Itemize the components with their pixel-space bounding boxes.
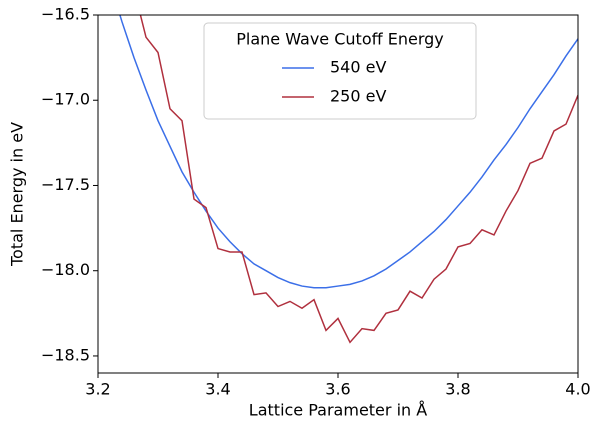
x-tick-label: 4.0 [565,380,590,399]
y-tick-label: −18.0 [41,260,90,279]
legend-label: 540 eV [330,58,386,77]
y-tick-label: −18.5 [41,345,90,364]
series-line [119,15,578,289]
legend-title: Plane Wave Cutoff Energy [236,30,443,49]
x-tick-label: 3.8 [445,380,470,399]
x-axis-label: Lattice Parameter in Å [249,401,427,420]
legend-label: 250 eV [330,87,386,106]
y-tick-label: −17.5 [41,175,90,194]
plot-area [119,15,578,344]
x-tick-label: 3.6 [325,380,350,399]
x-tick-label: 3.4 [205,380,230,399]
y-axis-label: Total Energy in eV [8,122,27,267]
x-tick-label: 3.2 [85,380,110,399]
y-tick-label: −17.0 [41,90,90,109]
legend-frame [203,22,477,120]
y-tick-label: −16.5 [41,5,90,24]
series-line [139,15,578,344]
